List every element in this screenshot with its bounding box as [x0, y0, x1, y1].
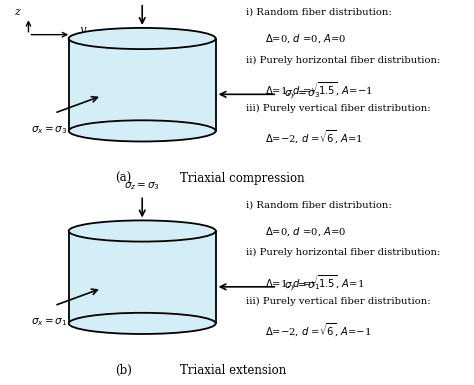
Text: Triaxial extension: Triaxial extension [180, 364, 286, 377]
Bar [69, 38, 216, 131]
Text: $\sigma_x = \sigma_3$: $\sigma_x = \sigma_3$ [31, 124, 68, 136]
Text: Triaxial compression: Triaxial compression [180, 172, 305, 185]
Text: $\Delta$=0, $d$ =0, $A$=0: $\Delta$=0, $d$ =0, $A$=0 [265, 33, 347, 45]
Text: (b): (b) [115, 364, 132, 377]
Ellipse shape [69, 120, 216, 142]
Text: $\Delta$=−2, $d$ =$\sqrt{6}$, $A$=1: $\Delta$=−2, $d$ =$\sqrt{6}$, $A$=1 [265, 129, 364, 146]
Text: $\sigma_z = \sigma_3$: $\sigma_z = \sigma_3$ [124, 181, 160, 192]
Text: $\sigma_y = \sigma_1$: $\sigma_y = \sigma_1$ [284, 281, 321, 293]
Text: ii) Purely horizontal fiber distribution:: ii) Purely horizontal fiber distribution… [246, 56, 441, 65]
Bar [69, 231, 216, 323]
Text: $\sigma_y = \sigma_3$: $\sigma_y = \sigma_3$ [284, 88, 321, 100]
Text: iii) Purely vertical fiber distribution:: iii) Purely vertical fiber distribution: [246, 296, 431, 306]
Text: i) Random fiber distribution:: i) Random fiber distribution: [246, 200, 392, 209]
Text: $\sigma_x = \sigma_1$: $\sigma_x = \sigma_1$ [31, 316, 68, 328]
Text: z: z [14, 7, 19, 17]
Text: $\Delta$=1, $d$ =$\sqrt{1.5}$, $A$=−1: $\Delta$=1, $d$ =$\sqrt{1.5}$, $A$=−1 [265, 81, 373, 98]
Text: $\Delta$=1, $d$ =$\sqrt{1.5}$, $A$=1: $\Delta$=1, $d$ =$\sqrt{1.5}$, $A$=1 [265, 273, 365, 291]
Text: i) Random fiber distribution:: i) Random fiber distribution: [246, 8, 392, 17]
Ellipse shape [69, 28, 216, 49]
Ellipse shape [69, 220, 216, 242]
Text: (a): (a) [115, 172, 131, 185]
Text: $\Delta$=−2, $d$ =$\sqrt{6}$, $A$=−1: $\Delta$=−2, $d$ =$\sqrt{6}$, $A$=−1 [265, 321, 372, 339]
Ellipse shape [69, 313, 216, 334]
Text: $\Delta$=0, $d$ =0, $A$=0: $\Delta$=0, $d$ =0, $A$=0 [265, 225, 347, 238]
Text: ii) Purely horizontal fiber distribution:: ii) Purely horizontal fiber distribution… [246, 248, 441, 258]
Text: y: y [80, 25, 86, 35]
Text: iii) Purely vertical fiber distribution:: iii) Purely vertical fiber distribution: [246, 104, 431, 113]
